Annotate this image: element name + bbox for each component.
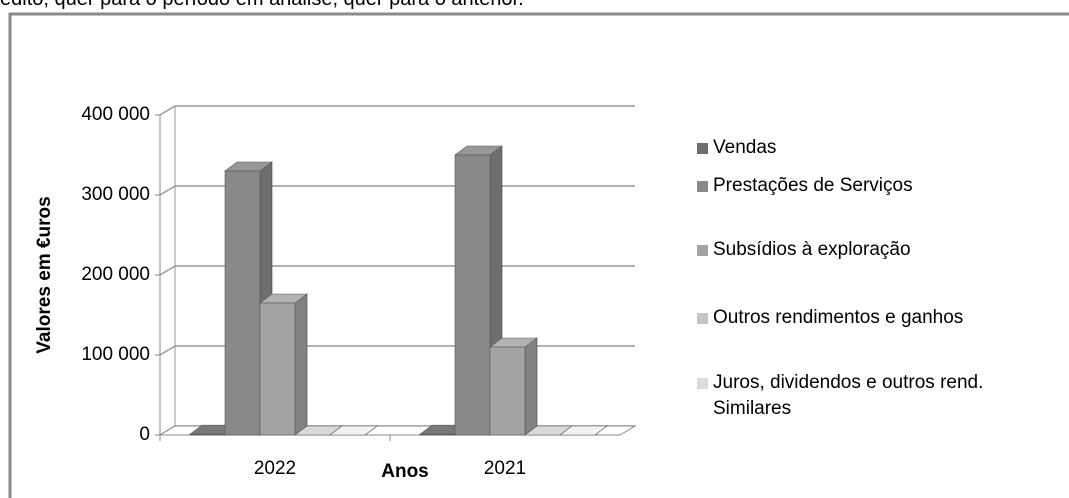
legend-item: Prestações de Serviços	[697, 173, 993, 199]
grid-line-side	[159, 105, 176, 116]
bar-top	[559, 425, 608, 436]
bar	[419, 433, 456, 436]
legend-swatch	[697, 143, 708, 154]
bar	[489, 346, 526, 436]
legend-swatch	[697, 313, 708, 324]
legend-label: Juros, dividendos e outros rend. Similar…	[713, 372, 984, 419]
legend-label: Prestações de Serviços	[713, 175, 913, 196]
grid-line-side	[159, 345, 176, 356]
y-tick-label: 0	[139, 424, 150, 445]
header-text: édito, quer para o período em análise, q…	[0, 0, 524, 11]
x-tick-label: 2021	[484, 458, 526, 479]
y-tick-label: 100 000	[81, 344, 150, 365]
legend-swatch	[697, 245, 708, 256]
legend-item: Juros, dividendos e outros rend. Similar…	[697, 370, 993, 422]
grid-line-side	[159, 185, 176, 196]
bar-top	[329, 425, 378, 436]
x-tick-label: 2022	[254, 458, 296, 479]
bar	[224, 170, 261, 436]
legend-swatch	[697, 378, 708, 389]
legend-swatch	[697, 181, 708, 192]
bar	[259, 302, 296, 436]
y-tick-label: 200 000	[81, 264, 150, 285]
x-axis-title: Anos	[381, 461, 429, 482]
bar	[454, 154, 491, 436]
y-axis-title: Valores em €uros	[34, 196, 55, 353]
legend-item: Outros rendimentos e ganhos	[697, 305, 993, 331]
grid-line-side	[159, 265, 176, 276]
bar	[189, 433, 226, 436]
bar-side	[524, 337, 538, 436]
bar-side	[294, 293, 308, 436]
legend-label: Vendas	[713, 137, 777, 158]
legend-label: Outros rendimentos e ganhos	[713, 307, 964, 328]
y-tick-label: 300 000	[81, 184, 150, 205]
y-tick-label: 400 000	[81, 104, 150, 125]
legend-label: Subsídios à exploração	[713, 239, 911, 260]
chart-frame	[8, 12, 1069, 498]
legend-item: Vendas	[697, 135, 993, 161]
legend-item: Subsídios à exploração	[697, 237, 993, 263]
